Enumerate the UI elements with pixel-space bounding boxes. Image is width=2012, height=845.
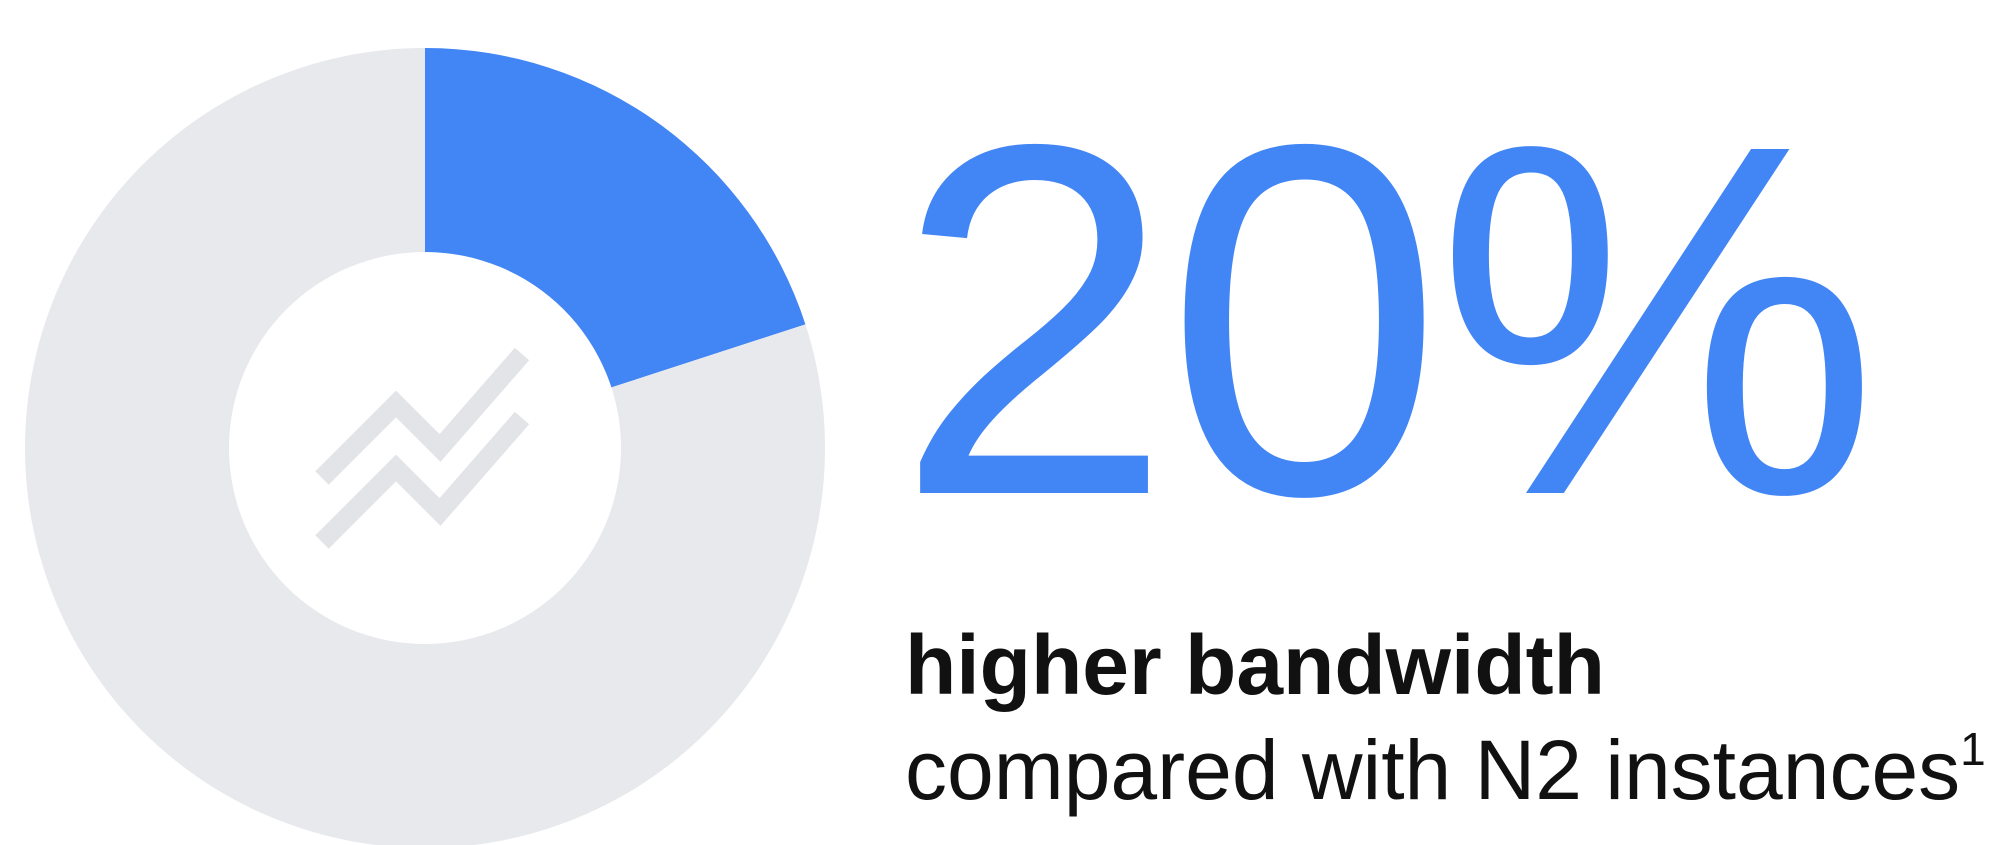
stat-value: 20% — [895, 40, 1880, 599]
donut-hole — [229, 252, 621, 644]
footnote-marker: 1 — [1960, 723, 1986, 775]
stat-subline-text: compared with N2 instances — [905, 723, 1961, 817]
stat-headline: higher bandwidth — [905, 618, 1605, 712]
stat-subline: compared with N2 instances1 — [905, 720, 1986, 820]
donut-chart — [25, 48, 825, 845]
trending-up-chart-icon — [315, 347, 530, 549]
stat-block: 20% higher bandwidth compared with N2 in… — [895, 70, 2005, 818]
